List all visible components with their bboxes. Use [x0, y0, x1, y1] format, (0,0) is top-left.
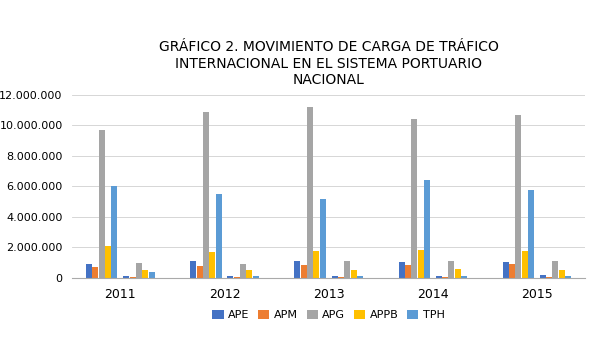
- Bar: [503, 262, 509, 278]
- Bar: [130, 277, 136, 278]
- Bar: [435, 276, 441, 278]
- Bar: [417, 250, 423, 278]
- Bar: [344, 261, 350, 278]
- Bar: [227, 277, 233, 278]
- Bar: [546, 277, 552, 278]
- Bar: [197, 266, 203, 278]
- Bar: [142, 271, 148, 278]
- Bar: [509, 264, 515, 278]
- Bar: [559, 271, 565, 278]
- Bar: [405, 265, 411, 278]
- Bar: [301, 265, 307, 278]
- Bar: [307, 107, 313, 278]
- Bar: [411, 119, 417, 278]
- Bar: [399, 262, 405, 278]
- Bar: [86, 264, 92, 278]
- Bar: [92, 266, 98, 278]
- Bar: [203, 112, 209, 278]
- Bar: [148, 272, 154, 278]
- Bar: [461, 277, 467, 278]
- Bar: [253, 276, 259, 278]
- Bar: [216, 194, 222, 278]
- Bar: [320, 199, 326, 278]
- Bar: [565, 277, 571, 278]
- Bar: [516, 115, 522, 278]
- Bar: [136, 263, 142, 278]
- Bar: [522, 251, 528, 278]
- Bar: [540, 275, 546, 278]
- Bar: [528, 190, 534, 278]
- Bar: [112, 186, 118, 278]
- Bar: [209, 252, 215, 278]
- Bar: [350, 271, 356, 278]
- Bar: [424, 180, 430, 278]
- Bar: [332, 276, 338, 278]
- Bar: [455, 269, 461, 278]
- Bar: [294, 261, 300, 278]
- Bar: [247, 271, 253, 278]
- Bar: [240, 264, 246, 278]
- Bar: [357, 277, 363, 278]
- Bar: [314, 251, 320, 278]
- Bar: [234, 277, 240, 278]
- Bar: [448, 261, 454, 278]
- Bar: [338, 277, 344, 278]
- Bar: [105, 246, 111, 278]
- Bar: [99, 130, 105, 278]
- Bar: [552, 261, 558, 278]
- Bar: [190, 261, 196, 278]
- Bar: [123, 277, 129, 278]
- Title: GRÁFICO 2. MOVIMIENTO DE CARGA DE TRÁFICO
INTERNACIONAL EN EL SISTEMA PORTUARIO
: GRÁFICO 2. MOVIMIENTO DE CARGA DE TRÁFIC…: [159, 40, 499, 87]
- Legend: APE, APM, APG, APPB, TPH: APE, APM, APG, APPB, TPH: [208, 305, 449, 325]
- Bar: [442, 277, 448, 278]
